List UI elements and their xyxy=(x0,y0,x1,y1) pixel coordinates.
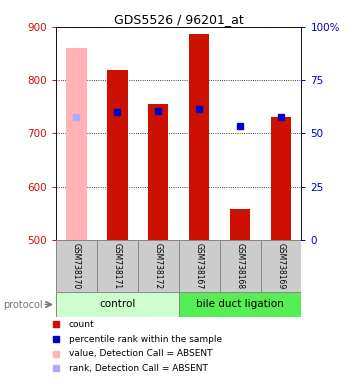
Bar xyxy=(148,104,169,240)
Bar xyxy=(271,118,291,240)
Bar xyxy=(219,240,261,292)
Text: GSM738172: GSM738172 xyxy=(154,243,163,289)
Bar xyxy=(66,48,87,240)
Bar xyxy=(56,292,179,317)
Text: GSM738169: GSM738169 xyxy=(277,243,286,289)
Text: percentile rank within the sample: percentile rank within the sample xyxy=(69,334,222,344)
Bar xyxy=(56,240,97,292)
Bar xyxy=(179,240,219,292)
Title: GDS5526 / 96201_at: GDS5526 / 96201_at xyxy=(114,13,244,26)
Bar xyxy=(261,240,301,292)
Text: control: control xyxy=(99,299,135,310)
Text: GSM738168: GSM738168 xyxy=(236,243,244,289)
Bar xyxy=(138,240,179,292)
Text: rank, Detection Call = ABSENT: rank, Detection Call = ABSENT xyxy=(69,364,208,373)
Text: protocol: protocol xyxy=(4,300,43,310)
Text: value, Detection Call = ABSENT: value, Detection Call = ABSENT xyxy=(69,349,212,358)
Text: GSM738171: GSM738171 xyxy=(113,243,122,289)
Bar xyxy=(230,209,250,240)
Bar xyxy=(97,240,138,292)
Text: GSM738167: GSM738167 xyxy=(195,243,204,289)
Bar xyxy=(107,70,127,240)
Text: GSM738170: GSM738170 xyxy=(72,243,81,289)
Text: bile duct ligation: bile duct ligation xyxy=(196,299,284,310)
Text: count: count xyxy=(69,320,94,329)
Bar xyxy=(189,34,209,240)
Bar xyxy=(179,292,301,317)
